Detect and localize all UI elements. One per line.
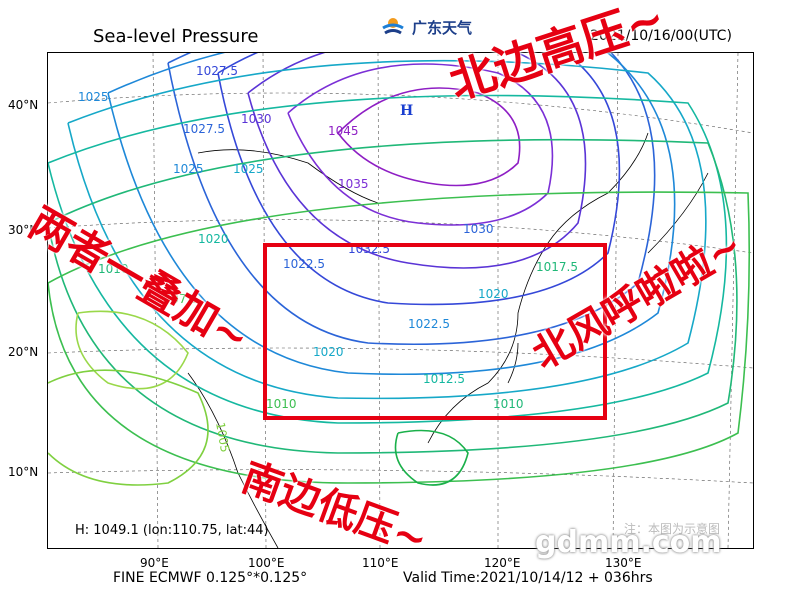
contour-label: 1030 [463,222,494,236]
brand: 广东天气 [380,14,472,40]
contour-label: 1007.5 [156,292,198,306]
contour-label: 1022.5 [408,317,450,331]
watermark-note: 注：本图为示意图 [623,522,720,536]
model-info: FINE ECMWF 0.125°*0.125° [113,570,308,586]
contour-label: 1020 [313,345,344,359]
contour-label: 1020 [198,232,229,246]
brand-name: 广东天气 [412,18,473,37]
map-datetime: 2021/10/16/00(UTC) [590,28,732,44]
contour-label: 1027.5 [183,122,225,136]
pressure-contours: 1027.5 1025 1027.5 1030 1045 1035 1025 1… [48,53,753,548]
lat-label: 40°N [8,98,39,112]
lat-label: 10°N [8,465,39,479]
contour-label: 1010 [266,397,297,411]
lat-label: 20°N [8,345,39,359]
focus-box [263,243,607,420]
contour-label: 1030 [241,112,272,126]
watermark-site: gdmm.com [535,525,722,560]
max-pressure-info: H: 1049.1 (lon:110.75, lat:44) [75,523,269,538]
weather-logo-icon [382,18,404,35]
pressure-map: 1027.5 1025 1027.5 1030 1045 1035 1025 1… [47,52,754,549]
contour-label: 1017.5 [536,260,578,274]
contour-label: 1010 [98,262,129,276]
contour-label: 1025 [78,90,109,104]
contour-label: 1005 [213,421,232,454]
lon-label: 110°E [362,556,399,570]
contour-label: 1020 [478,287,509,301]
lon-label: 130°E [605,556,642,570]
contour-label: 1010 [493,397,524,411]
contour-label: 1025 [233,162,264,176]
contour-label: 1027.5 [196,64,238,78]
lon-label: 90°E [140,556,169,570]
high-contours [48,53,751,486]
map-title: Sea-level Pressure [93,26,259,47]
contour-label: 1022.5 [283,257,325,271]
contour-label: 1025 [173,162,204,176]
lon-label: 100°E [248,556,285,570]
lat-label: 30°N [8,223,39,237]
valid-time: Valid Time:2021/10/14/12 + 036hrs [403,570,653,586]
high-pressure-marker: H [400,103,413,119]
contour-label: 1035 [338,177,369,191]
contour-label: 1045 [328,124,359,138]
lon-label: 120°E [484,556,521,570]
contour-label: 1012.5 [423,372,465,386]
